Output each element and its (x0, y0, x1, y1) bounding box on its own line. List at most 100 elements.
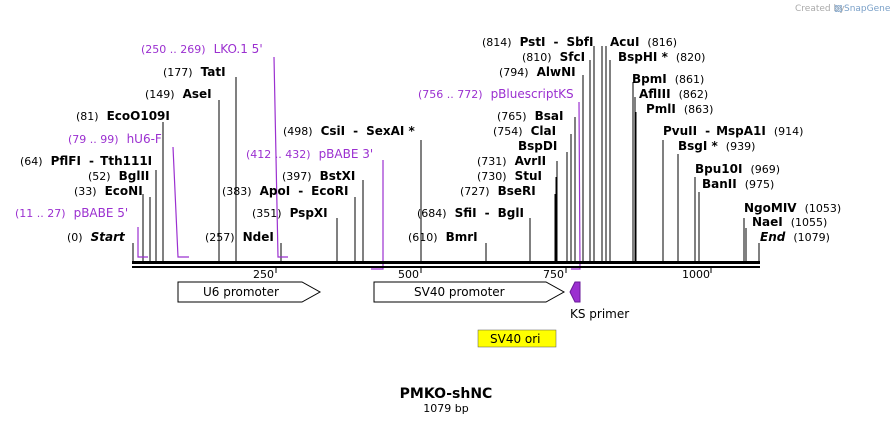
svg-text:(11 .. 27)pBABE 5': (11 .. 27) pBABE 5' (15, 206, 128, 220)
site-clai-name: ClaI (531, 124, 556, 138)
map-length: 1079 bp (423, 402, 468, 415)
site-asei-pos: (149) (145, 88, 175, 101)
site-bsgi-pos: (939) (726, 140, 756, 153)
site-ngomiv-name: NgoMIV (744, 201, 797, 215)
site-avrii[interactable]: (731) AvrII (477, 154, 546, 168)
site-bsphi[interactable]: BspHI * (820) (618, 50, 705, 64)
site-apoi-pos: (383) (222, 185, 252, 198)
site-csii[interactable]: (498) CsiI - SexAI * (283, 124, 416, 138)
site-bsai[interactable]: (765) BsaI (497, 109, 563, 123)
site-naei-pos: (1055) (791, 216, 828, 229)
primer-pbabe5[interactable]: (11 .. 27) pBABE 5' (15, 206, 128, 220)
primer-leader-lines (137, 56, 581, 270)
site-bspdi[interactable]: BspDI (518, 139, 557, 153)
primer-pbabe5-name: pBABE 5' (74, 206, 129, 220)
site-clai[interactable]: (754) ClaI (493, 124, 556, 138)
primer-pbabe3-name: pBABE 3' (319, 147, 374, 161)
site-sfii[interactable]: (684) SfiI - BglI (417, 206, 524, 220)
site-sfci[interactable]: (810) SfcI (522, 50, 585, 64)
site-econi-name: EcoNI (105, 184, 143, 198)
site-asei[interactable]: (149) AseI (145, 87, 212, 101)
site-bseri[interactable]: (727) BseRI (460, 184, 536, 198)
branding-name: SnapGene (844, 4, 891, 14)
site-bpu10i[interactable]: Bpu10I (969) (695, 162, 780, 176)
site-pmli-pos: (863) (684, 103, 714, 116)
svg-text:BanII(975): BanII (975) (702, 177, 774, 191)
svg-text:(52)BglII: (52) BglII (88, 169, 149, 183)
site-bsgi[interactable]: BsgI * (939) (678, 139, 755, 153)
svg-text:(0)Start: (0) Start (67, 230, 126, 244)
site-apoi[interactable]: (383) ApoI - EcoRI (222, 184, 348, 198)
site-asei-name: AseI (183, 87, 212, 101)
svg-text:(498)CsiI-SexAI *: (498) CsiI - SexAI * (283, 124, 416, 138)
site-ngomiv[interactable]: NgoMIV (1053) (744, 201, 841, 215)
site-end[interactable]: End (1079) (760, 230, 830, 244)
svg-text:PmlI(863): PmlI (863) (646, 102, 713, 116)
primer-pbluescriptks[interactable]: (756 .. 772) pBluescriptKS (418, 87, 574, 101)
site-tati-pos: (177) (163, 66, 193, 79)
svg-text:(79 .. 99)hU6-F: (79 .. 99) hU6-F (68, 132, 162, 146)
site-bglii-name: BglII (119, 169, 150, 183)
branding-prefix: Created by (795, 4, 845, 14)
site-stui[interactable]: (730) StuI (477, 169, 542, 183)
snapgene-branding: Created by ▨ SnapGene (795, 4, 891, 14)
site-eco0109i[interactable]: (81) EcoO109I (76, 109, 170, 123)
site-end-pos: (1079) (793, 231, 830, 244)
site-acui[interactable]: AcuI (816) (610, 35, 677, 49)
primer-hu6f-name: hU6-F (127, 132, 162, 146)
site-pvuii[interactable]: PvuII - MspA1I (914) (663, 124, 803, 138)
site-bglii[interactable]: (52) BglII (88, 169, 149, 183)
svg-text:(33)EcoNI: (33) EcoNI (74, 184, 143, 198)
site-eco0109i-pos: (81) (76, 110, 99, 123)
feature-sv40-ori[interactable]: SV40 ori (477, 329, 557, 348)
site-pflfi-pos: (64) (20, 155, 43, 168)
svg-text:PvuII-MspA1I(914): PvuII - MspA1I (914) (663, 124, 803, 138)
site-pvuii-pos: (914) (774, 125, 804, 138)
feature-u6-promoter[interactable]: U6 promoter (177, 281, 322, 303)
site-tati[interactable]: (177) TatI (163, 65, 226, 79)
site-afliii[interactable]: AflIII (862) (639, 87, 708, 101)
sv40-ori-label: SV40 ori (490, 332, 541, 346)
site-bsphi-pos: (820) (676, 51, 706, 64)
site-bseri-pos: (727) (460, 185, 490, 198)
tick-label-1000: 1000 (682, 268, 710, 281)
site-naei[interactable]: NaeI (1055) (752, 215, 827, 229)
site-eco0109i-name: EcoO109I (107, 109, 170, 123)
svg-text:(383)ApoI-EcoRI: (383) ApoI - EcoRI (222, 184, 348, 198)
svg-text:(794)AlwNI: (794) AlwNI (499, 65, 576, 79)
site-bpmi[interactable]: BpmI (861) (632, 72, 704, 86)
primer-pbabe5-pos: (11 .. 27) (15, 207, 66, 220)
tick-label-750: 750 (543, 268, 564, 281)
svg-text:BspHI *(820): BspHI * (820) (618, 50, 705, 64)
feature-sv40-promoter[interactable]: SV40 promoter (373, 281, 566, 303)
primer-lko1-name: LKO.1 5' (214, 42, 263, 56)
site-pvuii-alt: MspA1I (716, 124, 766, 138)
feature-ks-primer[interactable]: KS primer (569, 281, 629, 321)
primer-pbabe3[interactable]: (412 .. 432) pBABE 3' (246, 147, 373, 161)
map-title: PMKO-shNC (400, 386, 493, 402)
site-bsai-pos: (765) (497, 110, 527, 123)
site-apoi-name: ApoI (260, 184, 291, 198)
site-econi[interactable]: (33) EcoNI (74, 184, 143, 198)
site-start[interactable]: (0) Start (67, 230, 126, 244)
site-psti[interactable]: (814) PstI - SbfI (482, 35, 593, 49)
site-pmli[interactable]: PmlI (863) (646, 102, 713, 116)
svg-text:(250 .. 269)LKO.1 5': (250 .. 269) LKO.1 5' (141, 42, 263, 56)
site-bpu10i-pos: (969) (750, 163, 780, 176)
site-sfci-pos: (810) (522, 51, 552, 64)
site-ndei[interactable]: (257) NdeI (205, 230, 274, 244)
svg-text:(810)SfcI: (810) SfcI (522, 50, 585, 64)
site-pspxi[interactable]: (351) PspXI (252, 206, 328, 220)
primer-lko1[interactable]: (250 .. 269) LKO.1 5' (141, 42, 263, 56)
site-bmri[interactable]: (610) BmrI (408, 230, 478, 244)
site-bpmi-pos: (861) (675, 73, 705, 86)
site-bstxi[interactable]: (397) BstXI (282, 169, 355, 183)
site-alwni-pos: (794) (499, 66, 529, 79)
site-pflfi[interactable]: (64) PflFI - Tth111I (20, 154, 152, 168)
primer-hu6f[interactable]: (79 .. 99) hU6-F (68, 132, 162, 146)
site-alwni[interactable]: (794) AlwNI (499, 65, 576, 79)
site-banii[interactable]: BanII (975) (702, 177, 774, 191)
site-clai-pos: (754) (493, 125, 523, 138)
site-bmri-name: BmrI (446, 230, 478, 244)
site-alwni-name: AlwNI (537, 65, 576, 79)
